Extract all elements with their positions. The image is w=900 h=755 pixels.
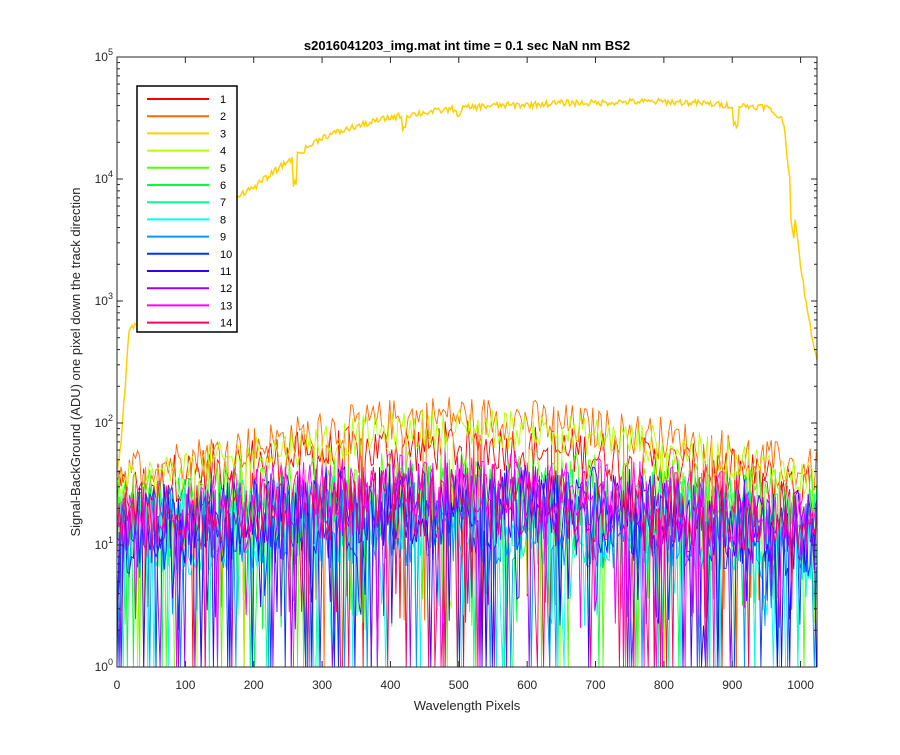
- y-tick-label: 103: [95, 291, 113, 308]
- x-tick-label: 0: [114, 678, 121, 692]
- x-tick-label: 100: [175, 678, 195, 692]
- x-tick-label: 700: [586, 678, 606, 692]
- legend-label-11: 11: [220, 266, 231, 278]
- y-tick-label: 102: [95, 413, 113, 430]
- legend-label-6: 6: [220, 180, 226, 192]
- x-axis: 0 100 200 300 400 500 600 700 800 900 1000: [114, 57, 814, 692]
- x-tick-label: 200: [244, 678, 264, 692]
- legend-label-9: 9: [220, 232, 226, 244]
- x-tick-label: 600: [517, 678, 537, 692]
- legend-label-8: 8: [220, 214, 226, 226]
- y-tick-label: 100: [95, 657, 113, 674]
- series-line-14: [116, 463, 817, 668]
- x-tick-label: 300: [312, 678, 332, 692]
- legend-label-13: 13: [220, 300, 232, 312]
- y-tick-label: 101: [95, 535, 113, 552]
- y-axis-label: Signal-BackGround (ADU) one pixel down t…: [68, 187, 83, 536]
- series-line-13: [116, 450, 817, 668]
- legend-label-1: 1: [220, 94, 226, 106]
- x-tick-label: 500: [449, 678, 469, 692]
- series-layer: [116, 97, 818, 668]
- x-tick-label: 800: [654, 678, 674, 692]
- legend-label-7: 7: [220, 197, 226, 209]
- x-tick-label: 1000: [787, 678, 814, 692]
- x-tick-label: 900: [722, 678, 742, 692]
- y-tick-label: 105: [95, 47, 113, 64]
- chart-title: s2016041203_img.mat int time = 0.1 sec N…: [304, 38, 630, 53]
- legend-label-2: 2: [220, 111, 226, 123]
- legend-box: [136, 85, 238, 333]
- legend-label-4: 4: [220, 146, 226, 158]
- legend-label-10: 10: [220, 249, 232, 261]
- x-axis-label: Wavelength Pixels: [414, 698, 521, 713]
- legend-label-14: 14: [220, 318, 232, 330]
- legend-label-5: 5: [220, 163, 226, 175]
- x-tick-label: 400: [380, 678, 400, 692]
- legend-label-12: 12: [220, 283, 232, 295]
- plot-frame: [116, 56, 818, 668]
- legend-label-3: 3: [220, 128, 226, 140]
- y-tick-label: 104: [95, 169, 113, 186]
